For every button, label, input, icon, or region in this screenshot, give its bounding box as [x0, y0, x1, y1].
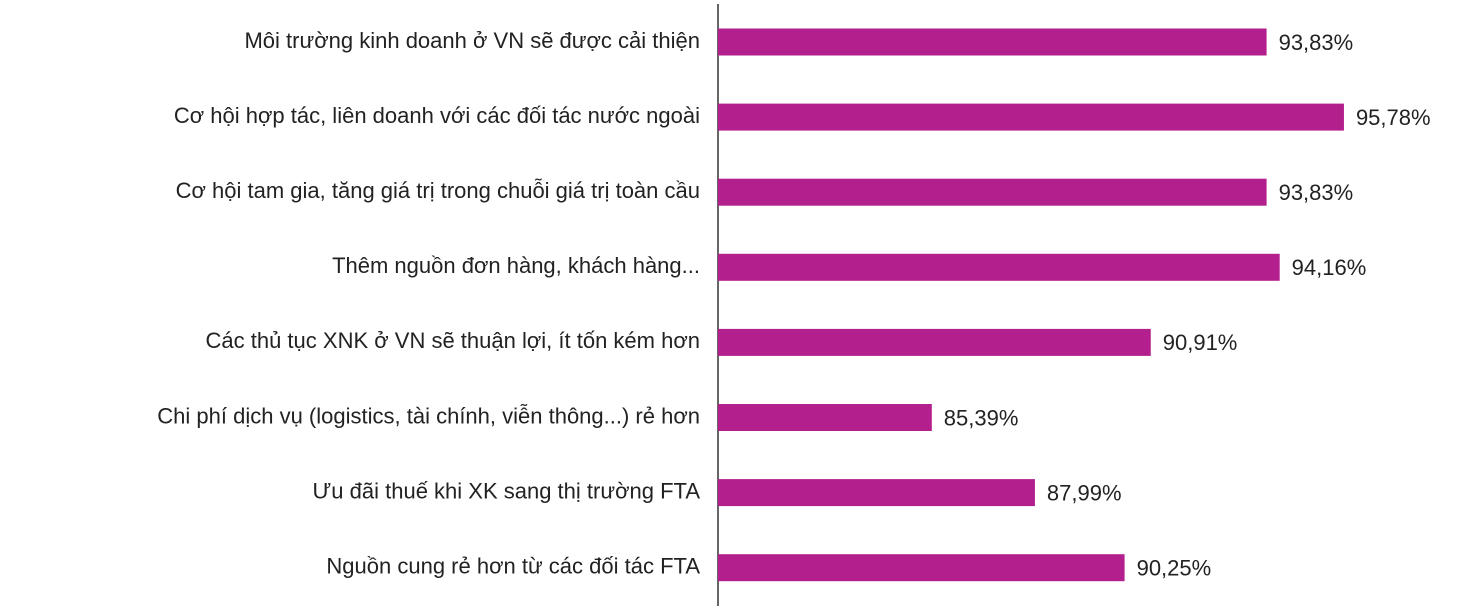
category-label: Các thủ tục XNK ở VN sẽ thuận lợi, ít tố… — [206, 328, 701, 353]
value-label: 90,91% — [1163, 330, 1238, 355]
value-label: 93,83% — [1279, 30, 1354, 55]
bar — [718, 28, 1267, 56]
category-label: Ưu đãi thuế khi XK sang thị trường FTA — [313, 478, 701, 503]
value-label: 87,99% — [1047, 480, 1122, 505]
category-label: Cơ hội tam gia, tăng giá trị trong chuỗi… — [176, 178, 700, 203]
value-label: 85,39% — [944, 405, 1019, 430]
bar — [718, 554, 1125, 582]
bar — [718, 328, 1151, 356]
bar — [718, 253, 1280, 281]
value-label: 94,16% — [1292, 255, 1367, 280]
value-label: 95,78% — [1356, 105, 1431, 130]
category-label: Môi trường kinh doanh ở VN sẽ được cải t… — [244, 28, 700, 53]
category-label: Cơ hội hợp tác, liên doanh với các đối t… — [174, 103, 700, 128]
bar — [718, 178, 1267, 206]
category-label: Thêm nguồn đơn hàng, khách hàng... — [332, 253, 700, 278]
bar — [718, 479, 1035, 507]
value-label: 90,25% — [1137, 556, 1212, 581]
category-label: Chi phí dịch vụ (logistics, tài chính, v… — [157, 403, 700, 428]
bar — [718, 103, 1344, 131]
category-label: Nguồn cung rẻ hơn từ các đối tác FTA — [326, 554, 700, 579]
value-label: 93,83% — [1279, 180, 1354, 205]
bar — [718, 404, 932, 431]
